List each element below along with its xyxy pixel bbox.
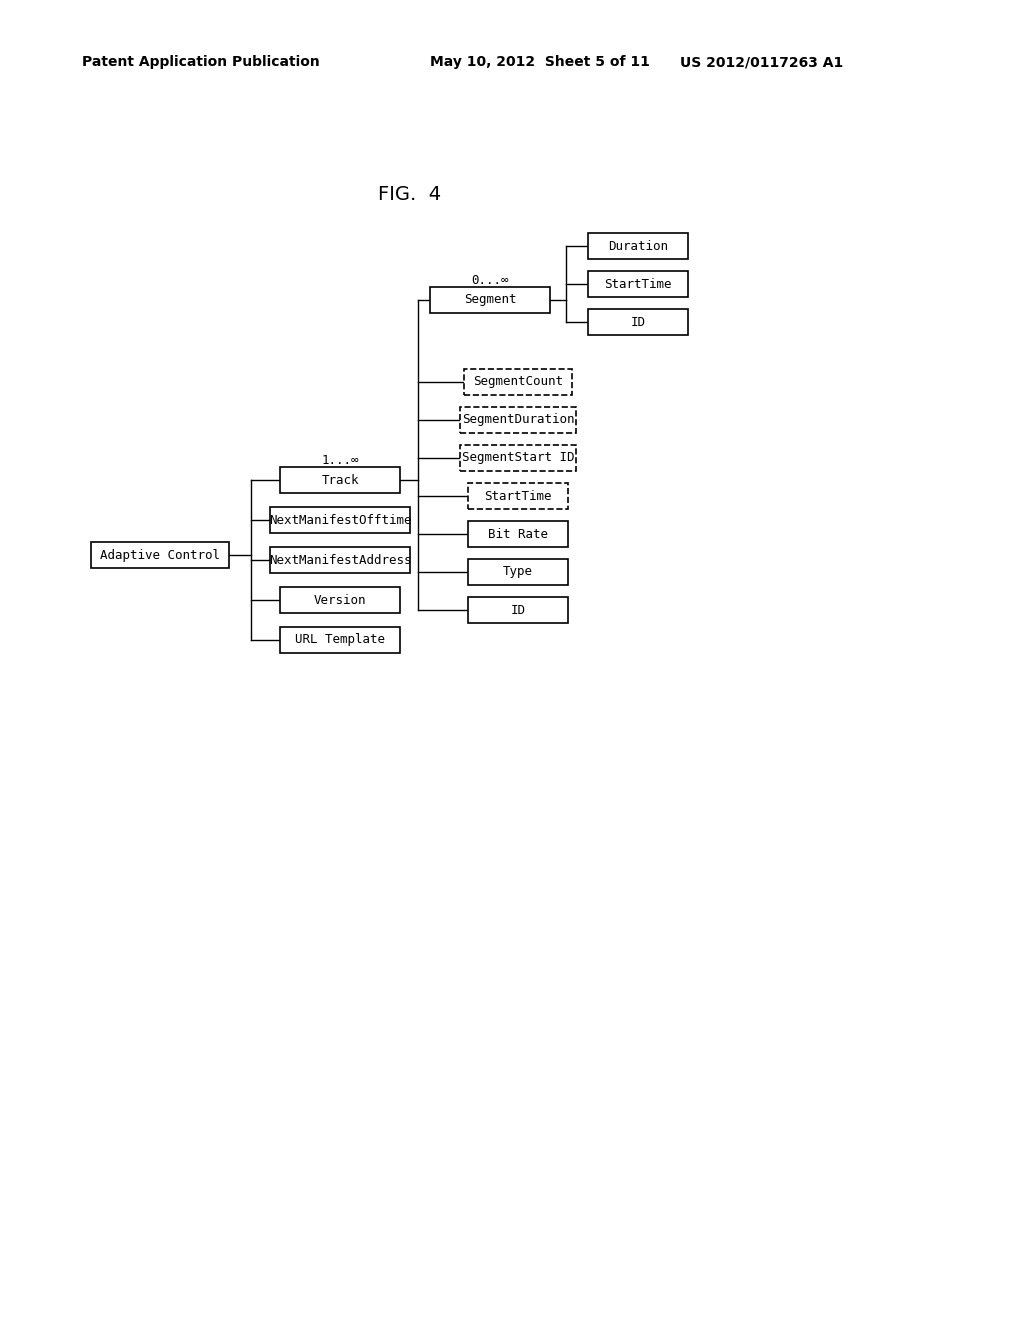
FancyBboxPatch shape [468, 597, 568, 623]
FancyBboxPatch shape [280, 467, 400, 492]
FancyBboxPatch shape [468, 521, 568, 546]
FancyBboxPatch shape [468, 483, 568, 510]
FancyBboxPatch shape [588, 309, 688, 335]
FancyBboxPatch shape [280, 587, 400, 612]
FancyBboxPatch shape [91, 543, 229, 568]
Text: NextManifestOfftime: NextManifestOfftime [268, 513, 412, 527]
FancyBboxPatch shape [588, 234, 688, 259]
Text: SegmentStart ID: SegmentStart ID [462, 451, 574, 465]
Text: URL Template: URL Template [295, 634, 385, 647]
Text: Duration: Duration [608, 239, 668, 252]
Text: SegmentDuration: SegmentDuration [462, 413, 574, 426]
FancyBboxPatch shape [468, 558, 568, 585]
FancyBboxPatch shape [464, 370, 572, 395]
FancyBboxPatch shape [588, 271, 688, 297]
FancyBboxPatch shape [280, 627, 400, 653]
Text: StartTime: StartTime [484, 490, 552, 503]
Text: Patent Application Publication: Patent Application Publication [82, 55, 319, 69]
FancyBboxPatch shape [430, 286, 550, 313]
FancyBboxPatch shape [460, 407, 575, 433]
Text: SegmentCount: SegmentCount [473, 375, 563, 388]
FancyBboxPatch shape [270, 507, 410, 533]
Text: Segment: Segment [464, 293, 516, 306]
Text: FIG.  4: FIG. 4 [378, 186, 441, 205]
Text: US 2012/0117263 A1: US 2012/0117263 A1 [680, 55, 843, 69]
Text: ID: ID [511, 603, 525, 616]
Text: Adaptive Control: Adaptive Control [100, 549, 220, 561]
FancyBboxPatch shape [270, 546, 410, 573]
Text: NextManifestAddress: NextManifestAddress [268, 553, 412, 566]
FancyBboxPatch shape [460, 445, 575, 471]
Text: Bit Rate: Bit Rate [488, 528, 548, 540]
Text: ID: ID [631, 315, 645, 329]
Text: Type: Type [503, 565, 534, 578]
Text: Track: Track [322, 474, 358, 487]
Text: May 10, 2012  Sheet 5 of 11: May 10, 2012 Sheet 5 of 11 [430, 55, 650, 69]
Text: StartTime: StartTime [604, 277, 672, 290]
Text: 0...∞: 0...∞ [471, 273, 509, 286]
Text: Version: Version [313, 594, 367, 606]
Text: 1...∞: 1...∞ [322, 454, 358, 466]
